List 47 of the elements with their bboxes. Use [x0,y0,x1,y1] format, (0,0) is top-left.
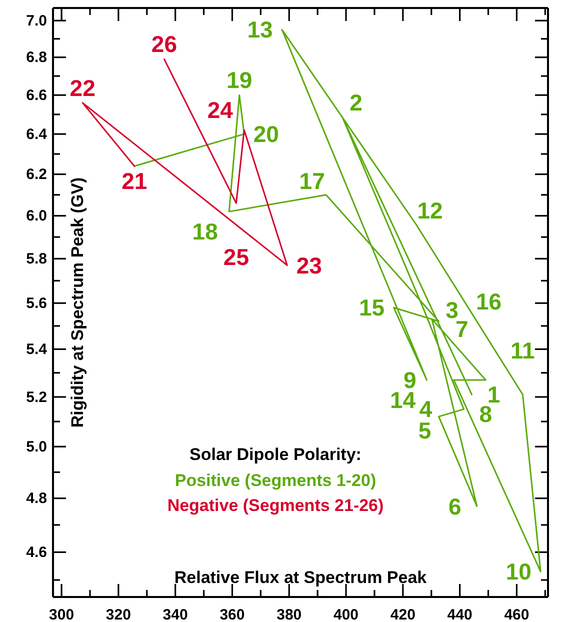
annotation: 15 [359,294,385,321]
annotation: 25 [223,244,250,270]
annotation: 18 [192,218,218,245]
annotation: 6 [448,493,462,520]
annotation: 10 [506,558,532,585]
x-tick-label: 340 [162,606,188,622]
text: Positive (Segments 1-20) [174,471,376,490]
y-tick-label: 6.8 [26,49,47,66]
annotation: 26 [151,31,178,58]
legend-title: Solar Dipole Polarity: [190,445,362,464]
annotation: 20 [253,121,279,148]
annotation: 17 [299,168,325,194]
x-tick-label: 460 [504,606,530,622]
annotation: 24 [207,97,234,124]
y-tick-label: 5.2 [26,388,47,406]
annotation: 7 [456,316,468,342]
y-tick-label: 7.0 [26,12,47,30]
annotation: 11 [510,338,536,364]
y-tick-label: 6.6 [26,86,47,104]
y-tick-label: 5.6 [26,294,47,312]
x-tick-label: 360 [220,606,245,622]
annotation: 2 [350,89,362,116]
annotation: 22 [70,74,96,101]
x-tick-label: 400 [334,606,359,622]
x-tick-label: 380 [276,606,302,622]
x-tick-label: 440 [447,606,472,622]
annotation: 21 [122,168,148,194]
text: Negative (Segments 21-26) [167,496,384,515]
y-tick-label: 6.2 [26,166,47,184]
y-tick-label: 5.0 [26,438,47,456]
annotation: 23 [296,252,322,278]
annotation: 8 [479,401,492,428]
y-tick-label: 6.0 [26,208,47,225]
annotation: 13 [247,16,273,43]
x-axis-title: Relative Flux at Spectrum Peak [174,568,428,587]
x-tick-label: 420 [390,606,416,622]
annotation: 19 [226,67,252,94]
x-tick-label: 320 [106,606,131,622]
y-tick-label: 4.6 [26,544,47,561]
y-tick-label: 5.8 [26,250,47,268]
annotation: 16 [476,288,502,314]
y-axis-title: Rigidity at Spectrum Peak (GV) [68,177,87,428]
y-tick-label: 6.4 [26,126,48,143]
y-tick-label: 5.4 [26,340,48,358]
annotation: 12 [417,197,443,224]
y-tick-label: 4.8 [26,490,47,508]
x-tick-label: 300 [49,606,74,622]
